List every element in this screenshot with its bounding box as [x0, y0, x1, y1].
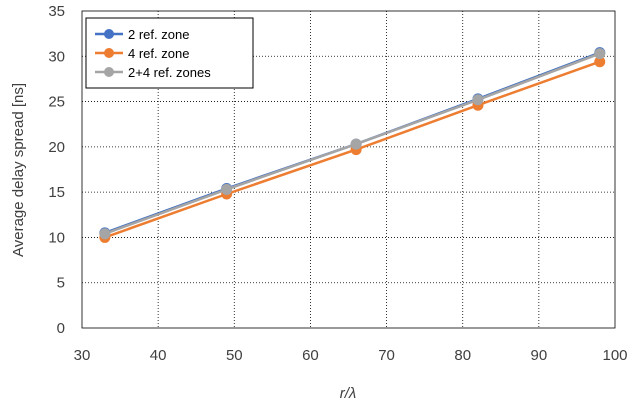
- legend-item: 4 ref. zone: [95, 46, 189, 61]
- y-tick-label: 15: [48, 184, 65, 201]
- y-tick-label: 35: [48, 3, 65, 20]
- data-point: [99, 228, 111, 240]
- y-tick-label: 25: [48, 94, 65, 111]
- y-tick-label: 0: [57, 320, 65, 337]
- legend-item: 2+4 ref. zones: [95, 65, 211, 80]
- data-point: [350, 138, 362, 150]
- x-axis-title: r/λ: [340, 385, 357, 402]
- y-tick-label: 20: [48, 139, 65, 156]
- y-tick-label: 10: [48, 229, 65, 246]
- legend-item: 2 ref. zone: [95, 27, 189, 42]
- x-tick-label: 70: [378, 347, 395, 364]
- x-tick-label: 60: [302, 347, 319, 364]
- legend-swatch-marker: [104, 29, 114, 39]
- series-2-4-ref-zones: [99, 48, 606, 240]
- x-tick-label: 30: [74, 347, 91, 364]
- x-tick-label: 40: [150, 347, 167, 364]
- x-tick-label: 90: [531, 347, 548, 364]
- data-point: [594, 56, 606, 68]
- data-point: [472, 94, 484, 106]
- grid-lines: [82, 11, 615, 328]
- data-point: [594, 48, 606, 60]
- data-point: [221, 183, 233, 195]
- legend-label: 2 ref. zone: [128, 27, 189, 42]
- y-tick-label: 30: [48, 48, 65, 65]
- legend-label: 2+4 ref. zones: [128, 65, 211, 80]
- x-axis-ticks: 30 40 50 60 70 80 90 100: [74, 347, 628, 364]
- plot-area: [81, 10, 616, 329]
- series-layer: [99, 47, 606, 243]
- y-axis-title: Average delay spread [ns]: [10, 83, 27, 257]
- x-tick-label: 50: [226, 347, 243, 364]
- x-tick-label: 100: [602, 347, 627, 364]
- y-tick-label: 5: [57, 275, 65, 292]
- y-axis-ticks: 0 5 10 15 20 25 30 35: [48, 3, 65, 337]
- legend-swatch-marker: [104, 67, 114, 77]
- legend: 2 ref. zone 4 ref. zone 2+4 ref. zones: [85, 17, 254, 89]
- legend-label: 4 ref. zone: [128, 46, 189, 61]
- x-tick-label: 80: [454, 347, 471, 364]
- legend-swatch-marker: [104, 48, 114, 58]
